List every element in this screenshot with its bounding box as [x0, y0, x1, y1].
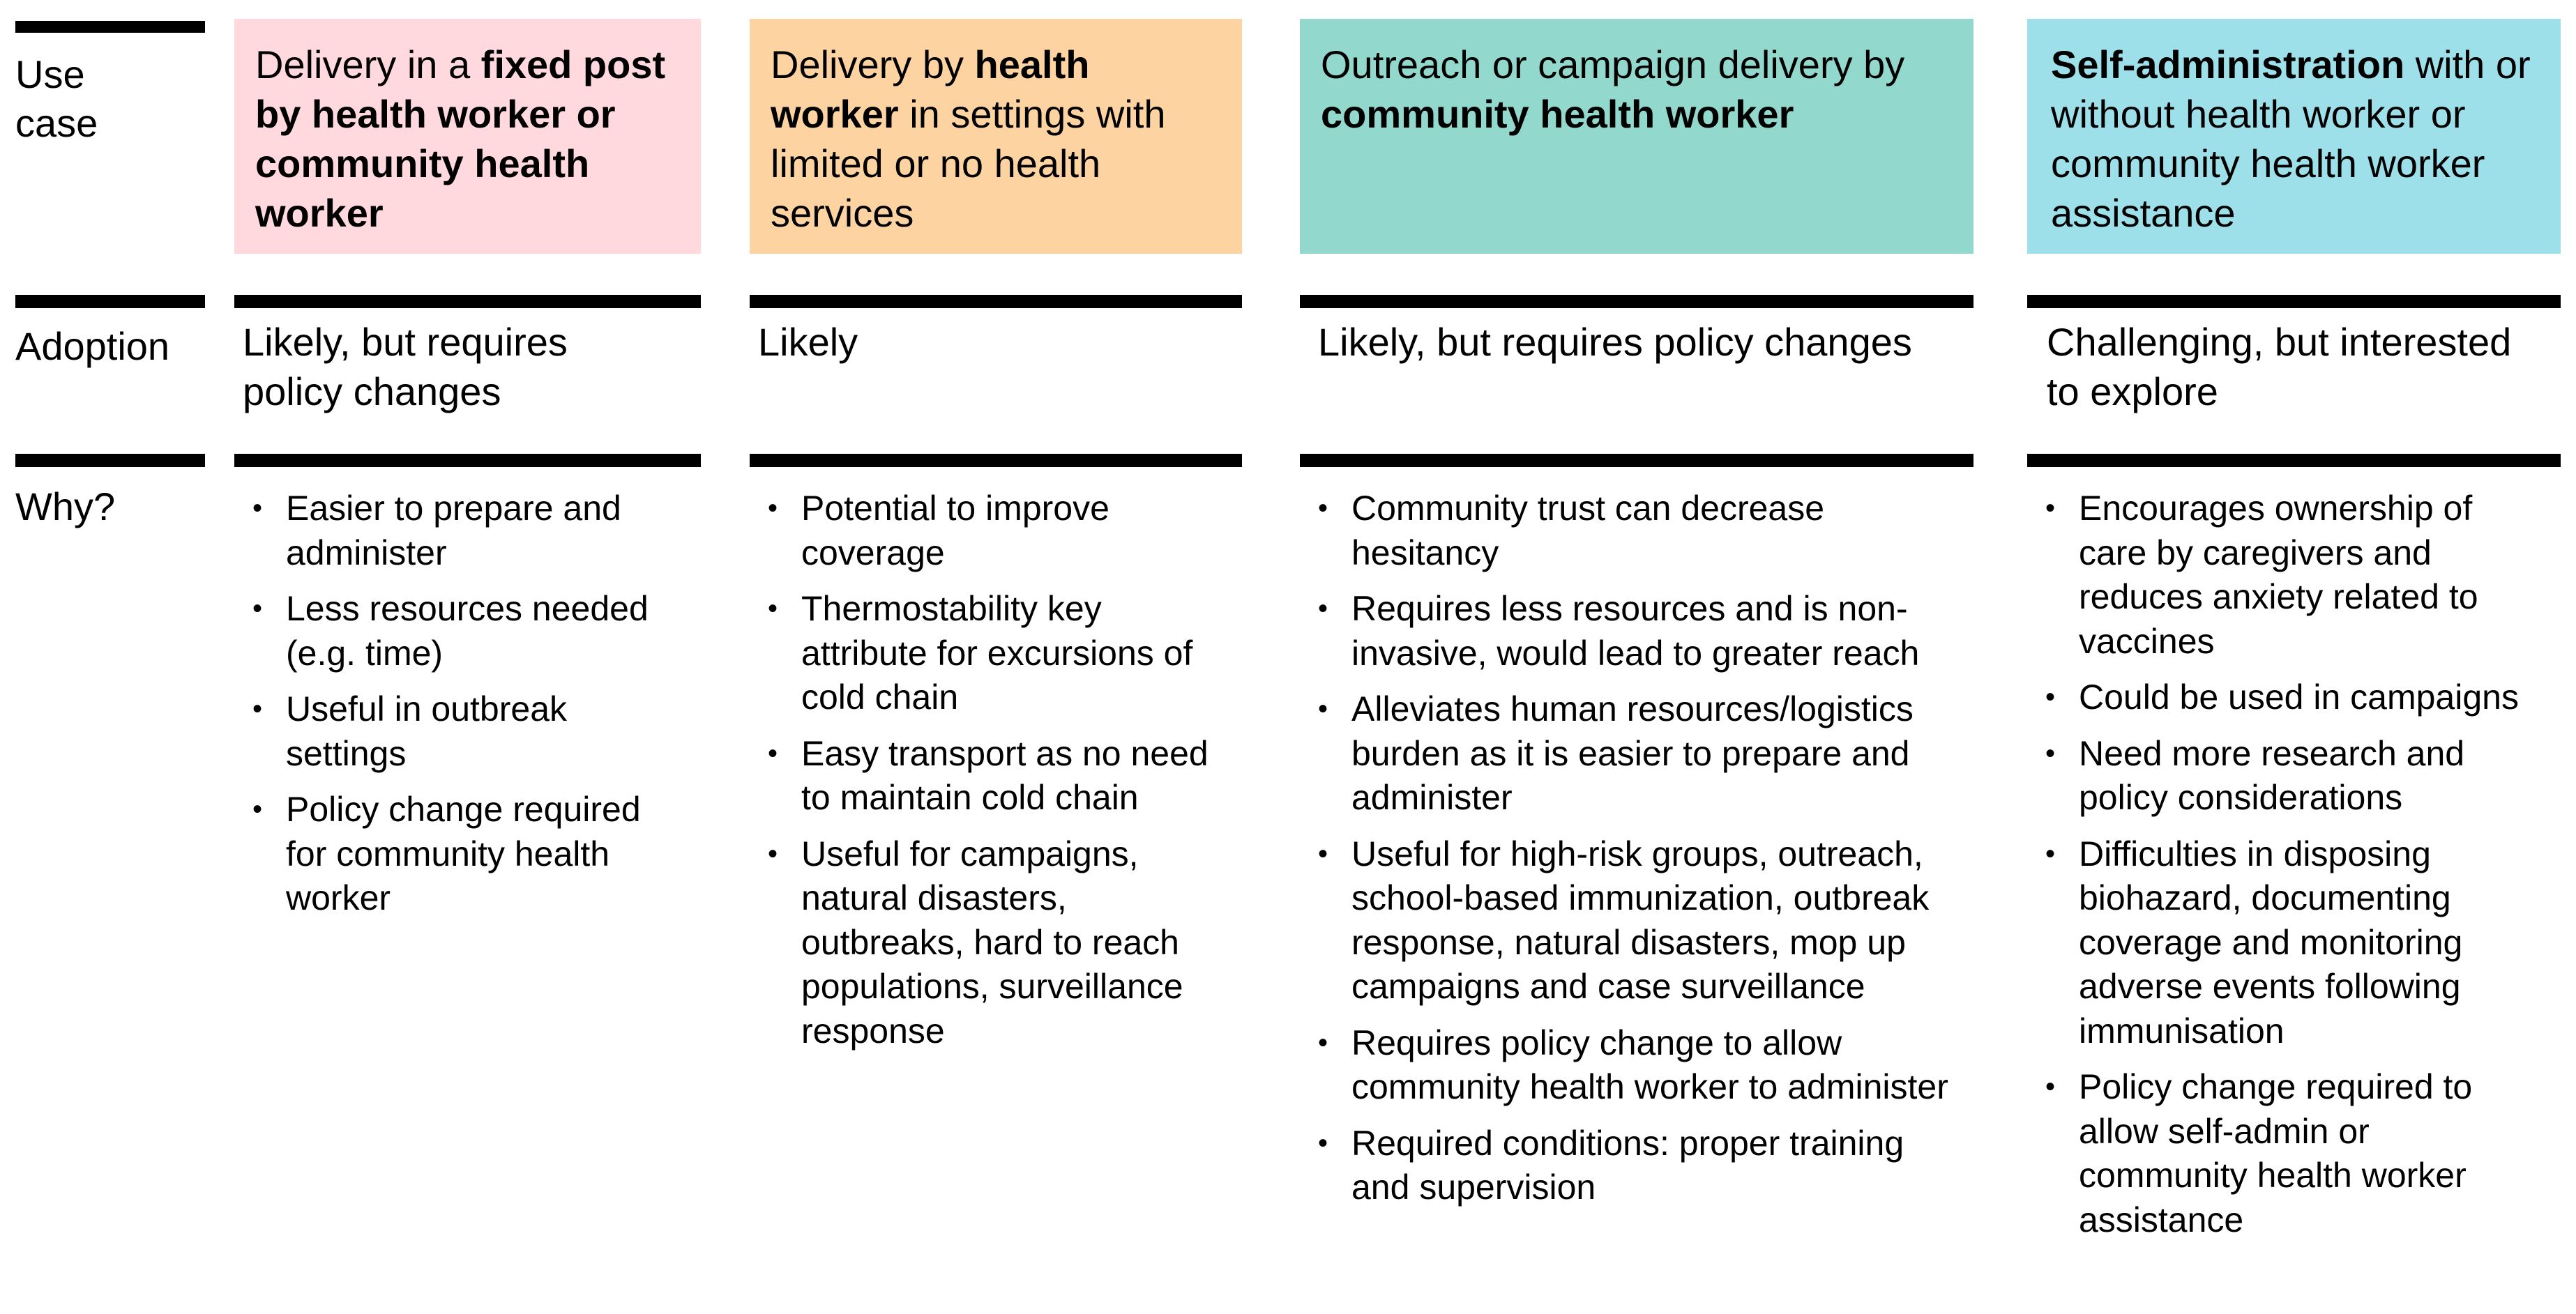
- row-label-use-case: Use case: [15, 52, 98, 145]
- header-bold-text: fixed post by health worker or community…: [255, 43, 666, 235]
- why-item: Useful for campaigns, natural disasters,…: [750, 832, 1231, 1054]
- why-item: Policy change required for community hea…: [234, 788, 681, 921]
- why-item: Useful for high-risk groups, outreach, s…: [1300, 832, 1969, 1009]
- adoption-col1-rule: [234, 295, 701, 308]
- why-item: Community trust can decrease hesitancy: [1300, 487, 1969, 575]
- adoption-col2: Likely: [758, 320, 858, 364]
- adoption-col2-rule: [750, 295, 1242, 308]
- why-col4-rule: [2027, 454, 2561, 467]
- use-case-header-outreach: Outreach or campaign delivery by communi…: [1300, 19, 1973, 254]
- use-case-header-self-administration: Self-administration with or without heal…: [2027, 19, 2561, 254]
- why-col3-rule: [1300, 454, 1973, 467]
- header-text: Delivery by: [771, 43, 975, 86]
- header-text: in settings with limited or no health se…: [771, 92, 1166, 235]
- why-item: Potential to improve coverage: [750, 487, 1231, 575]
- row-label-adoption: Adoption: [15, 324, 170, 368]
- why-item: Required conditions: proper training and…: [1300, 1122, 1969, 1210]
- why-item: Requires less resources and is non-invas…: [1300, 587, 1969, 675]
- why-item: Difficulties in disposing biohazard, doc…: [2027, 832, 2543, 1054]
- why-col1-rule: [234, 454, 701, 467]
- why-item: Alleviates human resources/logistics bur…: [1300, 687, 1969, 820]
- use-case-header-fixed-post: Delivery in a fixed post by health worke…: [234, 19, 701, 254]
- why-col2-rule: [750, 454, 1242, 467]
- why-list-col4: Encourages ownership of care by caregive…: [2027, 487, 2543, 1254]
- why-item: Could be used in campaigns: [2027, 675, 2543, 720]
- why-item: Encourages ownership of care by caregive…: [2027, 487, 2543, 664]
- header-text: with or without health worker or communi…: [2051, 43, 2531, 235]
- adoption-col3-rule: [1300, 295, 1973, 308]
- header-bold-text: community health worker: [1321, 92, 1794, 136]
- why-item: Less resources needed (e.g. time): [234, 587, 681, 675]
- why-list-col2: Potential to improve coverage Thermostab…: [750, 487, 1231, 1065]
- header-bold-text: Self-administration: [2051, 43, 2405, 86]
- row-label-why: Why?: [15, 484, 116, 528]
- adoption-col1: Likely, but requires policy changes: [243, 320, 568, 413]
- why-list-col1: Easier to prepare and administer Less re…: [234, 487, 681, 933]
- row-label-top-rule: [15, 21, 205, 33]
- why-item: Requires policy change to allow communit…: [1300, 1021, 1969, 1110]
- adoption-col4-rule: [2027, 295, 2561, 308]
- header-bold-text: health worker: [771, 43, 1090, 136]
- why-item: Need more research and policy considerat…: [2027, 732, 2543, 820]
- adoption-col3: Likely, but requires policy changes: [1318, 320, 1912, 364]
- adoption-col4: Challenging, but interested to explore: [2047, 320, 2512, 413]
- why-label-rule: [15, 454, 205, 467]
- why-item: Easier to prepare and administer: [234, 487, 681, 575]
- use-case-header-limited-services: Delivery by health worker in settings wi…: [750, 19, 1242, 254]
- why-item: Thermostability key attribute for excurs…: [750, 587, 1231, 720]
- header-text: Delivery in a: [255, 43, 481, 86]
- why-item: Easy transport as no need to maintain co…: [750, 732, 1231, 820]
- why-item: Useful in outbreak settings: [234, 687, 681, 776]
- adoption-label-rule: [15, 295, 205, 308]
- header-text: Outreach or campaign delivery by: [1321, 43, 1905, 86]
- why-item: Policy change required to allow self-adm…: [2027, 1065, 2543, 1242]
- why-list-col3: Community trust can decrease hesitancy R…: [1300, 487, 1969, 1222]
